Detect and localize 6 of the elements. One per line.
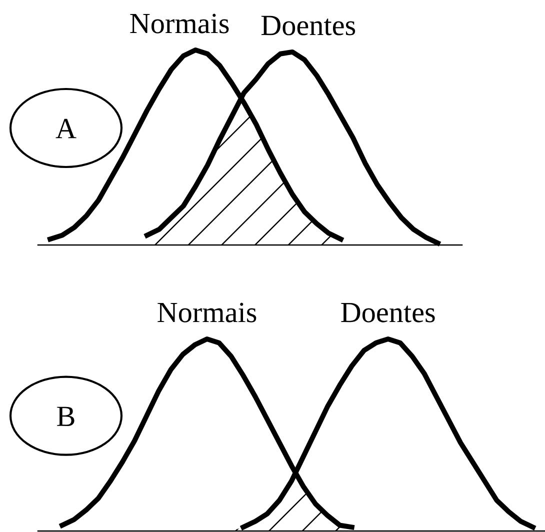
series-label: Normais [130, 14, 229, 34]
series-label: Doentes [341, 302, 435, 322]
series-label: Normais [158, 302, 256, 322]
text: B [57, 406, 74, 426]
text: A [56, 118, 76, 138]
series-label: Doentes [261, 16, 356, 36]
